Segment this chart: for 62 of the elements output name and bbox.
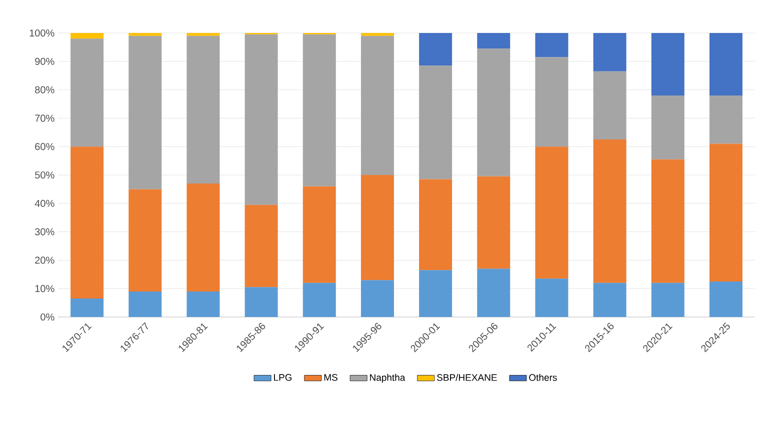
bar (360, 175, 394, 280)
bar (70, 32, 104, 39)
y-tick-label: 80% (35, 86, 54, 94)
y-tick-label: 100% (30, 29, 54, 37)
bar (593, 282, 626, 317)
bar (360, 280, 394, 317)
y-tick-label: 40% (34, 200, 54, 207)
bar (593, 71, 626, 140)
bar (535, 278, 568, 317)
bar (244, 204, 278, 288)
bar (419, 270, 452, 317)
bar (128, 189, 162, 292)
bar (593, 32, 626, 72)
legend-label: SBP/HEXANE (437, 374, 497, 381)
legend-label: Naphtha (370, 374, 406, 383)
legend-label: MS (324, 374, 338, 381)
bar (419, 66, 452, 180)
bar (302, 282, 336, 317)
bar (709, 282, 742, 317)
bar (709, 144, 742, 282)
y-tick-label: 10% (35, 285, 54, 292)
bar (128, 291, 162, 317)
bar (70, 146, 104, 299)
bar (477, 176, 510, 269)
bar (419, 32, 452, 66)
y-tick-label: 60% (35, 143, 54, 150)
bar (128, 36, 162, 190)
bar (128, 32, 162, 36)
bar (477, 268, 510, 317)
bar (360, 36, 394, 175)
bar (186, 32, 220, 36)
bar (186, 291, 220, 317)
bar (535, 57, 568, 147)
bar (651, 159, 684, 283)
bar (244, 34, 278, 205)
bar (651, 282, 684, 317)
bar (302, 34, 336, 186)
legend-label: LPG (274, 374, 292, 381)
y-tick-label: 20% (35, 256, 54, 264)
bar (651, 95, 684, 160)
bar (593, 139, 626, 283)
bar (186, 36, 220, 184)
bar (70, 38, 104, 147)
legend-label: Others (529, 374, 557, 381)
bar (709, 95, 742, 144)
bar (709, 32, 742, 96)
bar (477, 48, 510, 176)
bar (535, 146, 568, 279)
bar (70, 298, 104, 317)
bar (302, 186, 336, 283)
y-tick-label: 0% (40, 313, 54, 321)
bar (651, 32, 684, 96)
y-tick-label: 30% (34, 228, 54, 236)
bar (244, 287, 278, 317)
y-tick-label: 90% (35, 58, 54, 65)
bar (360, 32, 394, 36)
y-tick-label: 70% (35, 114, 54, 122)
y-tick-label: 50% (35, 171, 54, 179)
bar (186, 184, 220, 292)
bar (419, 179, 452, 270)
bar (535, 32, 568, 58)
bar (477, 32, 510, 49)
